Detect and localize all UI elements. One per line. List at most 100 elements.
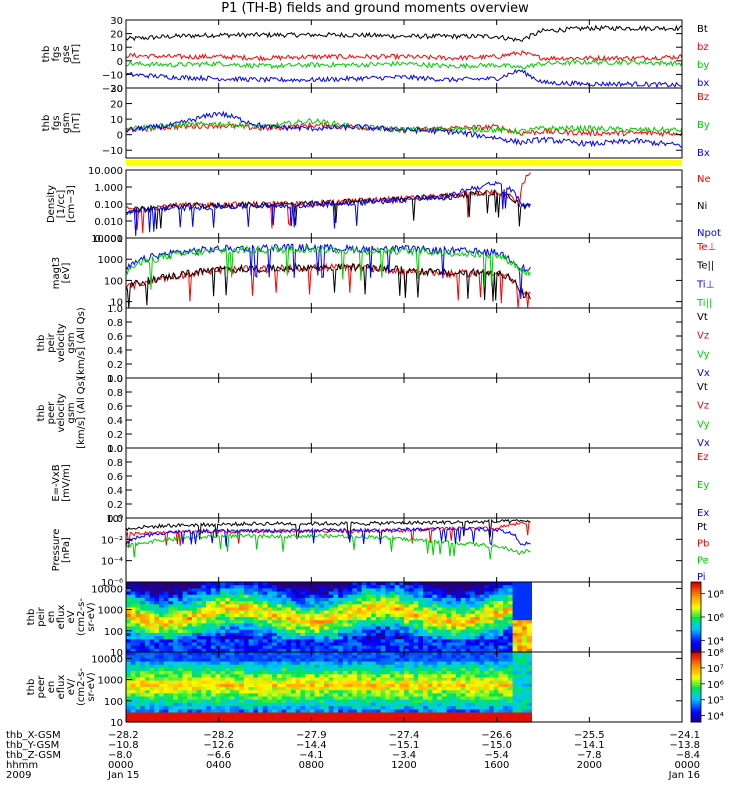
spectrogram-cell xyxy=(248,648,254,653)
spectrogram-cell xyxy=(262,591,268,596)
spectrogram-cell xyxy=(526,699,532,704)
spectrogram-cell xyxy=(177,683,184,688)
spectrogram-cell xyxy=(479,652,485,656)
spectrogram-cell xyxy=(319,712,325,717)
spectrogram-cell xyxy=(309,667,316,672)
spectrogram-cell xyxy=(366,604,372,609)
spectrogram-cell xyxy=(446,629,452,634)
spectrogram-cell xyxy=(229,674,235,679)
spectrogram-cell xyxy=(324,639,330,644)
spectrogram-cell xyxy=(347,613,353,618)
spectrogram-cell xyxy=(507,683,514,688)
spectrogram-cell xyxy=(507,623,514,628)
spectrogram-cell xyxy=(319,591,325,596)
spectrogram-cell xyxy=(427,648,433,653)
spectrogram-cell xyxy=(489,652,495,656)
x-row-value: −27.4 xyxy=(389,730,420,741)
spectrogram-cell xyxy=(413,607,419,612)
spectrogram-cell xyxy=(474,613,481,618)
spectrogram-cell xyxy=(309,696,316,701)
spectrogram-cell xyxy=(163,642,169,647)
spectrogram-cell xyxy=(460,687,466,691)
spectrogram-cell xyxy=(173,613,179,618)
spectrogram-cell xyxy=(380,693,386,698)
spectrogram-cell xyxy=(432,591,438,596)
spectrogram-cell xyxy=(182,683,188,688)
spectrogram-cell xyxy=(286,652,292,656)
spectrogram-cell xyxy=(163,594,169,599)
spectrogram-cell xyxy=(192,709,198,714)
spectrogram-cell xyxy=(173,591,179,596)
spectrogram-cell xyxy=(229,585,235,589)
spectrogram-cell xyxy=(196,639,202,644)
spectrogram-cell xyxy=(140,610,146,615)
spectrogram-cell xyxy=(126,594,132,599)
spectrogram-cell xyxy=(437,693,443,698)
spectrogram-cell xyxy=(215,629,221,634)
spectrogram-cell xyxy=(432,674,438,679)
spectrogram-cell xyxy=(342,702,349,707)
spectrogram-cell xyxy=(225,674,231,679)
spectrogram-cell xyxy=(441,718,448,723)
spectrogram-cell xyxy=(385,715,391,720)
spectrogram-cell xyxy=(366,594,372,599)
panel-frame xyxy=(125,377,683,449)
spectrogram-cell xyxy=(140,652,146,656)
spectrogram-cell xyxy=(507,693,514,698)
spectrogram-cell xyxy=(291,677,297,682)
spectrogram-cell xyxy=(225,594,231,599)
spectrogram-cell xyxy=(324,718,330,723)
spectrogram-cell xyxy=(220,597,226,602)
spectrogram-cell xyxy=(182,667,188,672)
spectrogram-cell xyxy=(375,639,382,644)
colorbar-swatch xyxy=(691,712,701,716)
spectrogram-cell xyxy=(394,718,400,723)
spectrogram-cell xyxy=(503,696,509,701)
y-tick-label: 1.000 xyxy=(94,183,123,194)
spectrogram-cell xyxy=(470,674,476,679)
spectrogram-cell xyxy=(413,706,419,710)
x-row-value: 0800 xyxy=(299,760,324,771)
spectrogram-cell xyxy=(390,594,396,599)
spectrogram-cell xyxy=(163,677,169,682)
spectrogram-cell xyxy=(328,597,334,602)
spectrogram-cell xyxy=(375,706,382,710)
spectrogram-cell xyxy=(243,687,250,691)
spectrogram-cell xyxy=(291,629,297,634)
spectrogram-cell xyxy=(451,610,457,615)
spectrogram-cell xyxy=(291,610,297,615)
spectrogram-cell xyxy=(187,674,193,679)
spectrogram-cell xyxy=(272,715,278,720)
spectrogram-cell xyxy=(446,582,452,586)
spectrogram-cell xyxy=(522,588,528,593)
spectrogram-cell xyxy=(394,639,400,644)
spectrogram-cell xyxy=(215,658,221,663)
spectrogram-cell xyxy=(498,715,504,720)
spectrogram-cell xyxy=(234,696,240,701)
spectrogram-cell xyxy=(319,652,325,656)
x-row-value: 0000 xyxy=(108,760,133,771)
spectrogram-cell xyxy=(163,632,169,637)
spectrogram-cell xyxy=(437,712,443,717)
spectrogram-cell xyxy=(173,604,179,609)
spectrogram-cell xyxy=(234,658,240,663)
spectrogram-cell xyxy=(418,632,424,637)
spectrogram-cell xyxy=(526,632,532,637)
spectrogram-cell xyxy=(173,712,179,717)
spectrogram-cell xyxy=(149,664,155,669)
spectrogram-cell xyxy=(342,718,349,723)
spectrogram-cell xyxy=(126,696,132,701)
spectrogram-cell xyxy=(140,671,146,675)
spectrogram-cell xyxy=(177,645,184,650)
colorbar-swatch xyxy=(691,656,701,660)
spectrogram-cell xyxy=(498,636,504,640)
spectrogram-cell xyxy=(210,658,217,663)
spectrogram-cell xyxy=(276,652,283,656)
spectrogram-cell xyxy=(215,709,221,714)
spectrogram-cell xyxy=(361,699,367,704)
spectrogram-cell xyxy=(418,661,424,666)
spectrogram-cell xyxy=(168,597,174,602)
spectrogram-cell xyxy=(239,667,245,672)
spectrogram-cell xyxy=(126,687,132,691)
spectrogram-cell xyxy=(441,655,448,659)
